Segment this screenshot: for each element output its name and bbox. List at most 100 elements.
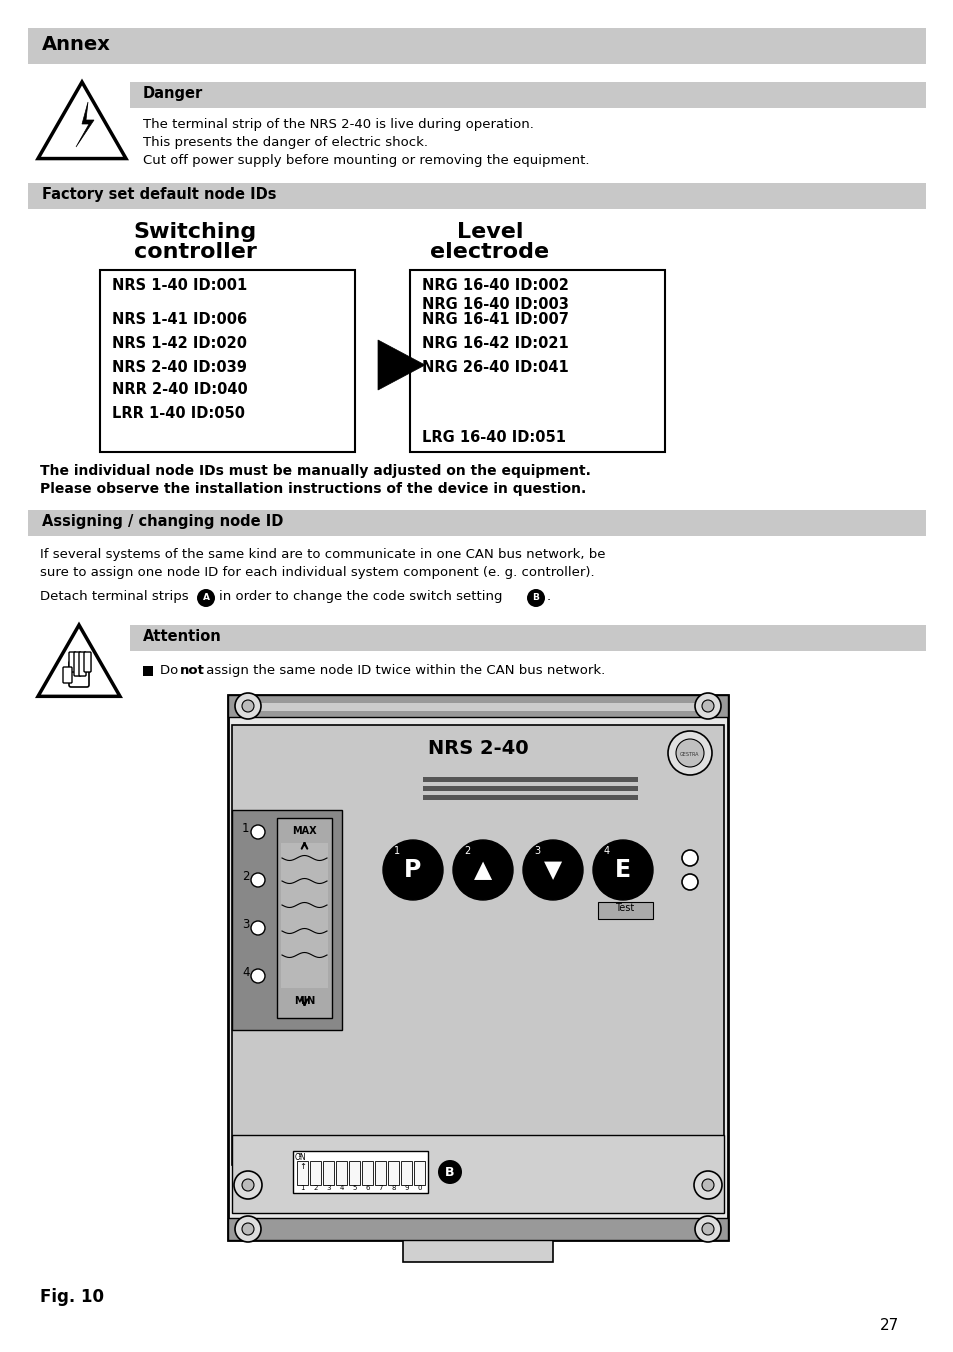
Text: This presents the danger of electric shock.: This presents the danger of electric sho…: [143, 137, 428, 149]
Text: LRG 16-40 ID:051: LRG 16-40 ID:051: [421, 430, 565, 445]
Bar: [228, 1218, 727, 1240]
Text: Detach terminal strips: Detach terminal strips: [40, 589, 189, 603]
Bar: [232, 1134, 723, 1213]
Text: 1: 1: [242, 822, 250, 834]
Text: NRS 1-41 ID:006: NRS 1-41 ID:006: [112, 312, 247, 327]
Text: 7: 7: [377, 1184, 382, 1191]
Circle shape: [453, 840, 513, 900]
Text: 3: 3: [326, 1184, 331, 1191]
Text: NRG 16-41 ID:007: NRG 16-41 ID:007: [421, 312, 568, 327]
Bar: [375, 1161, 386, 1184]
Polygon shape: [38, 82, 126, 158]
Bar: [232, 725, 723, 1165]
Text: B: B: [445, 1165, 455, 1179]
Text: in order to change the code switch setting: in order to change the code switch setti…: [219, 589, 502, 603]
Text: controller: controller: [133, 242, 256, 262]
Circle shape: [695, 1215, 720, 1242]
Text: NRR 2-40 ID:040: NRR 2-40 ID:040: [112, 383, 248, 397]
Text: NRS 1-40 ID:001: NRS 1-40 ID:001: [112, 279, 247, 293]
Bar: [335, 1161, 347, 1184]
Bar: [598, 902, 652, 919]
Text: P: P: [404, 859, 421, 882]
Text: Do: Do: [160, 664, 182, 677]
Bar: [232, 810, 341, 1030]
Bar: [422, 777, 638, 781]
Text: not: not: [180, 664, 205, 677]
Circle shape: [695, 694, 720, 719]
Circle shape: [701, 1224, 713, 1234]
Bar: [349, 1161, 359, 1184]
Text: electrode: electrode: [430, 242, 549, 262]
Text: ON: ON: [294, 1153, 306, 1161]
Circle shape: [242, 1179, 253, 1191]
Text: 5: 5: [352, 1184, 356, 1191]
Text: The terminal strip of the NRS 2-40 is live during operation.: The terminal strip of the NRS 2-40 is li…: [143, 118, 534, 131]
Bar: [400, 1161, 412, 1184]
Text: Danger: Danger: [143, 87, 203, 101]
Circle shape: [242, 1224, 253, 1234]
Text: Attention: Attention: [143, 629, 221, 644]
Text: 1: 1: [296, 1153, 300, 1159]
Text: A: A: [202, 594, 210, 603]
Text: LRR 1-40 ID:050: LRR 1-40 ID:050: [112, 406, 245, 420]
Bar: [293, 1151, 428, 1192]
Circle shape: [681, 873, 698, 890]
Polygon shape: [76, 101, 94, 147]
Text: Please observe the installation instructions of the device in question.: Please observe the installation instruct…: [40, 483, 586, 496]
Text: B: B: [532, 594, 538, 603]
Text: Test: Test: [615, 903, 634, 913]
Bar: [130, 625, 925, 652]
Text: 6: 6: [365, 1184, 370, 1191]
Circle shape: [196, 589, 214, 607]
Bar: [130, 82, 925, 108]
Text: NRS 2-40 ID:039: NRS 2-40 ID:039: [112, 360, 247, 375]
Bar: [422, 795, 638, 800]
Bar: [296, 1161, 308, 1184]
Text: 27: 27: [880, 1318, 899, 1333]
Circle shape: [701, 1179, 713, 1191]
Text: Cut off power supply before mounting or removing the equipment.: Cut off power supply before mounting or …: [143, 154, 589, 168]
Bar: [143, 667, 152, 676]
Text: 9: 9: [404, 1184, 408, 1191]
Bar: [276, 818, 332, 1018]
Circle shape: [234, 694, 261, 719]
Text: Factory set default node IDs: Factory set default node IDs: [42, 187, 276, 201]
FancyBboxPatch shape: [79, 652, 86, 676]
Bar: [410, 270, 664, 452]
Circle shape: [593, 840, 652, 900]
Text: Switching: Switching: [133, 222, 256, 242]
Circle shape: [251, 921, 265, 936]
Text: NRG 16-42 ID:021: NRG 16-42 ID:021: [421, 337, 568, 352]
Bar: [228, 695, 727, 1240]
Circle shape: [251, 873, 265, 887]
Circle shape: [251, 969, 265, 983]
Bar: [402, 1240, 553, 1261]
Circle shape: [693, 1171, 721, 1199]
Text: ▲: ▲: [474, 859, 492, 882]
Polygon shape: [38, 625, 120, 696]
FancyBboxPatch shape: [69, 661, 89, 687]
Text: The individual node IDs must be manually adjusted on the equipment.: The individual node IDs must be manually…: [40, 464, 590, 479]
Text: Annex: Annex: [42, 35, 111, 54]
Text: sure to assign one node ID for each individual system component (e. g. controlle: sure to assign one node ID for each indi…: [40, 566, 594, 579]
Circle shape: [701, 700, 713, 713]
Bar: [228, 695, 727, 717]
Circle shape: [382, 840, 442, 900]
Circle shape: [251, 825, 265, 840]
Bar: [28, 510, 925, 535]
Text: 1: 1: [300, 1184, 304, 1191]
Text: 4: 4: [603, 846, 609, 856]
Text: NRS 2-40: NRS 2-40: [428, 740, 528, 758]
Bar: [80, 653, 85, 675]
Text: 1: 1: [394, 846, 399, 856]
Polygon shape: [377, 339, 424, 389]
Text: Fig. 10: Fig. 10: [40, 1288, 104, 1306]
Text: .: .: [546, 589, 551, 603]
Text: GESTRA: GESTRA: [679, 753, 699, 757]
Bar: [70, 653, 75, 671]
Text: 0: 0: [416, 1184, 421, 1191]
Text: assign the same node ID twice within the CAN bus network.: assign the same node ID twice within the…: [202, 664, 604, 677]
Circle shape: [437, 1160, 461, 1184]
Text: 2: 2: [463, 846, 470, 856]
Circle shape: [667, 731, 711, 775]
